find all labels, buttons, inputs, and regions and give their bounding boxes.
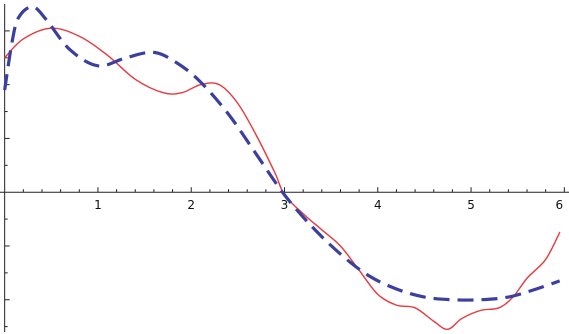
- tick-labels: 1 2 3 4 5 6 0.6 0.4 0.2 -0.2 -0.4: [0, 24, 563, 307]
- y-tick-label: 0.4: [0, 78, 1, 92]
- y-tick-label: -0.2: [0, 239, 1, 253]
- y-tick-label: 0.6: [0, 24, 1, 38]
- dashed-series-line: [3, 5, 561, 302]
- series-lines: [3, 5, 561, 331]
- x-tick-label: 1: [94, 198, 102, 212]
- tick-marks: [4, 30, 565, 328]
- y-tick-label: -0.4: [0, 293, 1, 307]
- y-tick-label: 0.2: [0, 131, 1, 145]
- x-tick-label: 5: [467, 198, 475, 212]
- x-tick-label: 2: [187, 198, 195, 212]
- x-tick-label: 6: [556, 198, 564, 212]
- solid-series-line: [3, 27, 561, 331]
- x-tick-label: 3: [281, 198, 289, 212]
- x-tick-label: 4: [374, 198, 382, 212]
- axes: [0, 4, 569, 332]
